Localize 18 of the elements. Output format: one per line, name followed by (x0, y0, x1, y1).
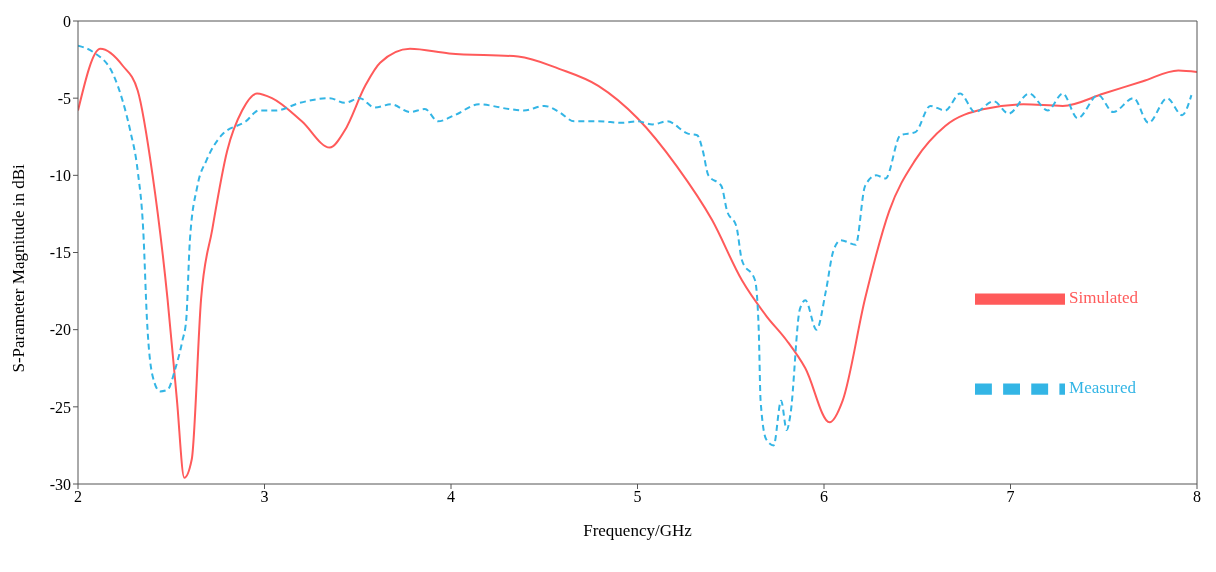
y-tick-label: -20 (49, 321, 71, 339)
y-tick-label: -25 (49, 398, 71, 416)
y-tick-label: -15 (49, 244, 71, 262)
x-tick-label: 3 (260, 488, 269, 506)
x-tick-label: 6 (820, 488, 828, 506)
y-tick-label: -30 (49, 475, 71, 493)
x-tick-label: 7 (1006, 488, 1015, 506)
y-tick-label: 0 (63, 12, 71, 30)
y-axis-title: S-Parameter Magnitude in dBi (9, 164, 29, 373)
y-tick-label: -5 (57, 89, 71, 107)
x-tick-label: 4 (447, 488, 455, 506)
y-tick-label: -10 (49, 167, 71, 185)
text: Measured (1069, 377, 1137, 397)
x-tick-label: 5 (633, 488, 642, 506)
x-tick-label: 2 (74, 488, 82, 506)
text: Simulated (1069, 287, 1138, 307)
x-tick-label: 8 (1193, 488, 1201, 506)
x-axis-title: Frequency/GHz (583, 521, 693, 540)
